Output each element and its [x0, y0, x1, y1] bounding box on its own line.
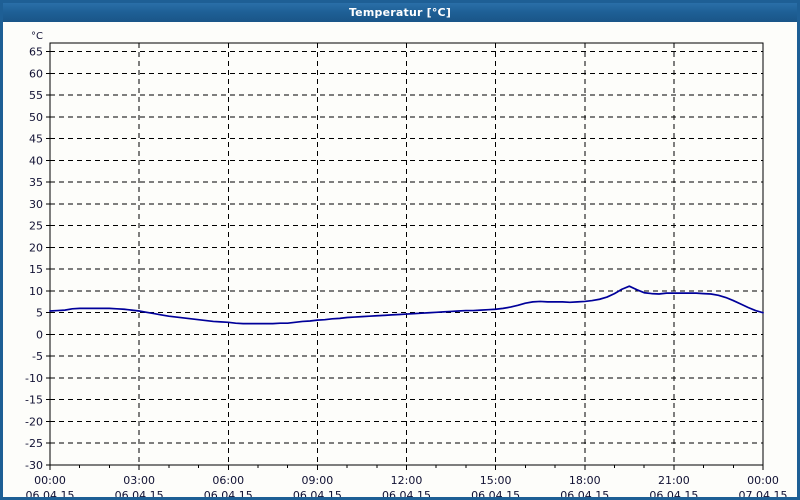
series-line-temperatur [49, 285, 764, 325]
horizontal-gridlines [50, 51, 763, 444]
x-tick-label-date: 07.04.15 [739, 489, 788, 497]
x-tick-label-date: 06.04.15 [382, 489, 431, 497]
x-tick-label-time: 12:00 [391, 474, 423, 487]
data-series-group [49, 285, 764, 325]
x-tick-label-date: 06.04.15 [649, 489, 698, 497]
y-tick-label: -5 [32, 350, 43, 363]
x-tick-label-time: 00:00 [747, 474, 779, 487]
y-tick-label: 5 [36, 307, 43, 320]
x-tick-label-time: 00:00 [34, 474, 66, 487]
y-tick-label: 25 [29, 220, 43, 233]
unit-label-celsius: °C [31, 31, 43, 42]
x-tick-label-date: 06.04.15 [471, 489, 520, 497]
x-tick-label-time: 18:00 [569, 474, 601, 487]
chart-canvas: 65 60 55 50 45 40 35 30 25 20 15 10 5 0 -5 -10 -15 -20 -25… [3, 22, 797, 497]
x-tick-label-date: 06.04.15 [115, 489, 164, 497]
y-tick-label: -15 [25, 394, 43, 407]
x-tick-label-time: 21:00 [658, 474, 690, 487]
y-tick-label: 55 [29, 89, 43, 102]
y-tick-label: 45 [29, 133, 43, 146]
y-tick-label: 35 [29, 176, 43, 189]
window-title-bar: Temperatur [°C] [3, 3, 797, 22]
y-tick-label: -10 [25, 372, 43, 385]
x-tick-label-date: 06.04.15 [560, 489, 609, 497]
y-tick-label: -25 [25, 437, 43, 450]
x-tick-label-time: 06:00 [212, 474, 244, 487]
y-tick-label: 0 [36, 328, 43, 341]
x-tick-label-time: 03:00 [123, 474, 155, 487]
y-tick-label: 65 [29, 46, 43, 59]
y-axis-tick-labels: 65605550454035302520151050-5-10-15-20-25… [25, 46, 50, 472]
y-tick-label: 20 [29, 241, 43, 254]
y-tick-label: 15 [29, 263, 43, 276]
x-tick-label-time: 15:00 [480, 474, 512, 487]
y-tick-label: -30 [25, 459, 43, 472]
y-tick-label: -20 [25, 415, 43, 428]
x-tick-label-date: 06.04.15 [26, 489, 75, 497]
temperature-line-chart: 65605550454035302520151050-5-10-15-20-25… [25, 31, 788, 497]
y-tick-label: 40 [29, 154, 43, 167]
x-tick-label-date: 06.04.15 [293, 489, 342, 497]
page-title: Temperatur [°C] [348, 6, 452, 19]
x-tick-label-date: 06.04.15 [204, 489, 253, 497]
y-axis-unit-label: °C [31, 31, 43, 42]
x-tick-label-time: 09:00 [302, 474, 334, 487]
y-tick-label: 30 [29, 198, 43, 211]
y-tick-label: 60 [29, 67, 43, 80]
y-tick-label: 10 [29, 285, 43, 298]
vertical-gridlines [138, 43, 675, 465]
x-axis-tick-labels: 00:00 06.04.15 03:00 06.04.15 06:00 06.04.15 0… [26, 465, 788, 497]
y-tick-label: 50 [29, 111, 43, 124]
